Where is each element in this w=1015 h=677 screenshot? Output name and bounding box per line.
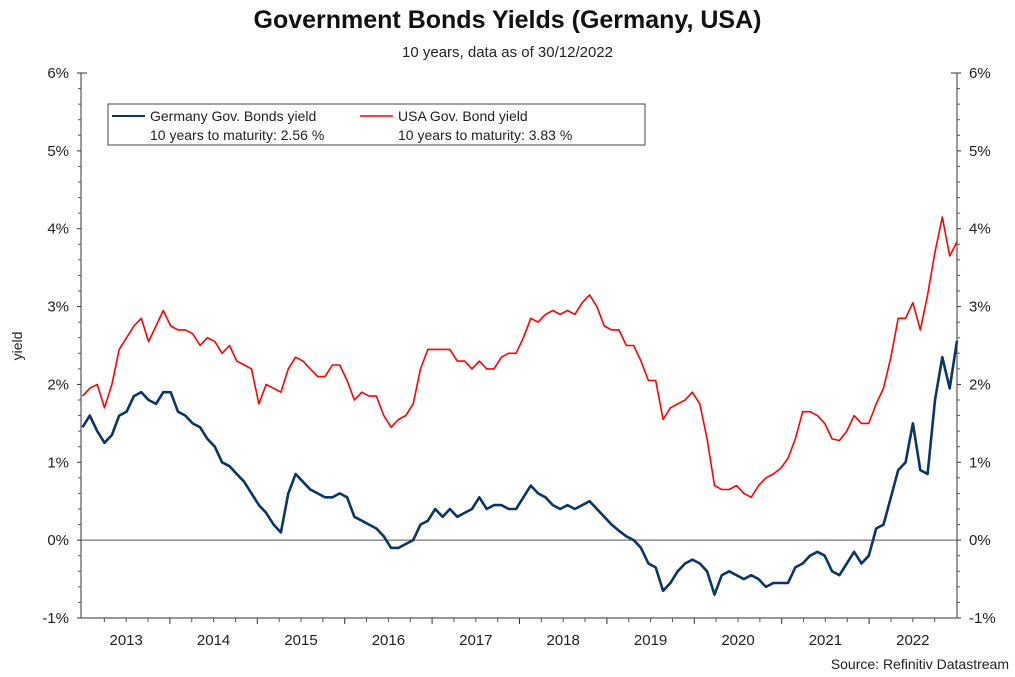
- x-tick-label: 2020: [721, 632, 754, 649]
- legend-label-usa: USA Gov. Bond yield: [398, 108, 528, 124]
- x-tick-label: 2013: [110, 632, 143, 649]
- series-line-germany: [81, 340, 959, 596]
- legend-label-germany: Germany Gov. Bonds yield: [150, 108, 316, 124]
- series-line-usa: [81, 216, 958, 499]
- y-tick-label-left: 2%: [47, 376, 69, 393]
- chart-subtitle: 10 years, data as of 30/12/2022: [402, 44, 613, 61]
- x-tick-label: 2015: [284, 632, 317, 649]
- y-tick-label-right: 2%: [969, 376, 991, 393]
- x-tick-label: 2016: [372, 632, 405, 649]
- x-tick-label: 2021: [809, 632, 842, 649]
- y-tick-label-right: 1%: [969, 454, 991, 471]
- y-tick-label-left: 4%: [47, 221, 69, 238]
- y-tick-label-left: 0%: [47, 532, 69, 549]
- y-axis-title: yield: [9, 332, 25, 361]
- x-tick-label: 2022: [896, 632, 929, 649]
- y-tick-label-right: -1%: [969, 610, 996, 627]
- source-note: Source: Refinitiv Datastream: [830, 656, 1009, 672]
- x-tick-label: 2018: [547, 632, 580, 649]
- legend: Germany Gov. Bonds yield 10 years to mat…: [107, 103, 646, 146]
- legend-box: [107, 103, 646, 146]
- chart-title: Government Bonds Yields (Germany, USA): [253, 6, 762, 34]
- y-tick-label-right: 0%: [969, 532, 991, 549]
- y-tick-label-right: 5%: [969, 143, 991, 160]
- y-tick-label-left: 6%: [47, 65, 69, 82]
- y-tick-label-left: 5%: [47, 143, 69, 160]
- y-tick-label-right: 4%: [969, 221, 991, 238]
- x-tick-label: 2019: [634, 632, 667, 649]
- legend-value-usa: 10 years to maturity: 3.83 %: [398, 127, 572, 143]
- x-tick-label: 2017: [459, 632, 492, 649]
- y-tick-label-left: 3%: [47, 299, 69, 316]
- x-tick-label: 2014: [197, 632, 230, 649]
- legend-value-germany: 10 years to maturity: 2.56 %: [150, 127, 324, 143]
- y-tick-label-left: -1%: [42, 610, 69, 627]
- y-tick-label-left: 1%: [47, 454, 69, 471]
- y-tick-label-right: 3%: [969, 299, 991, 316]
- y-tick-label-right: 6%: [969, 65, 991, 82]
